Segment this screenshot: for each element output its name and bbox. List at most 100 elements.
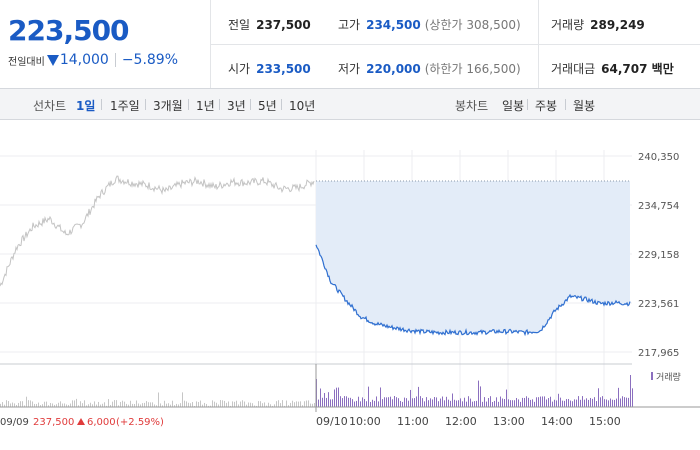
volume-bar: [192, 402, 193, 407]
volume-bar: [130, 400, 131, 407]
volume-bar: [500, 396, 501, 407]
stat-upper-limit: (상한가 308,500): [424, 18, 521, 32]
volume-bar: [26, 396, 27, 407]
volume-bar: [218, 404, 219, 407]
volume-bar: [258, 401, 259, 407]
volume-bar: [148, 402, 149, 407]
volume-bar: [210, 405, 211, 407]
stat-label: 전일: [228, 18, 251, 32]
volume-bar: [522, 397, 523, 407]
volume-bar: [200, 400, 201, 407]
change-label: 전일대비: [8, 56, 45, 68]
volume-bar: [66, 404, 67, 407]
volume-bar: [226, 402, 227, 407]
volume-bar: [446, 396, 447, 407]
tab-range-1w[interactable]: 1주일: [110, 99, 140, 113]
volume-bar: [394, 396, 395, 407]
volume-bar: [14, 403, 15, 407]
volume-bar: [628, 397, 629, 407]
volume-bar: [586, 398, 587, 407]
volume-bar: [12, 402, 13, 407]
volume-bar: [10, 403, 11, 407]
volume-bar: [184, 400, 185, 407]
volume-bar: [516, 397, 517, 407]
volume-bar: [388, 397, 389, 407]
volume-bar: [6, 400, 7, 407]
tab-range-5y[interactable]: 5년: [258, 99, 277, 113]
volume-bar: [542, 396, 543, 407]
tab-range-1d[interactable]: 1일: [76, 99, 96, 113]
volume-bar: [118, 405, 119, 407]
stat-value: 233,500: [256, 62, 311, 76]
volume-bar: [470, 398, 471, 407]
volume-bar: [442, 396, 443, 407]
volume-bar: [114, 400, 115, 407]
volume-bar: [146, 401, 147, 407]
volume-bar: [234, 401, 235, 407]
volume-bar: [398, 398, 399, 407]
volume-bar: [566, 399, 567, 407]
volume-bar: [286, 400, 287, 407]
volume-bar: [82, 403, 83, 407]
stat-label: 저가: [338, 62, 361, 76]
volume-bar: [168, 403, 169, 407]
volume-bar: [0, 403, 1, 407]
volume-bar: [198, 402, 199, 407]
tab-range-10y[interactable]: 10년: [289, 99, 316, 113]
tab-candle-monthly[interactable]: 월봉: [573, 99, 596, 113]
volume-bar: [18, 402, 19, 407]
volume-bar: [526, 396, 527, 407]
y-tick-label: 240,350: [638, 152, 679, 163]
volume-bar: [386, 397, 387, 407]
volume-bar: [576, 399, 577, 407]
volume-legend-label: 거래량: [656, 371, 681, 383]
volume-bar: [624, 397, 625, 407]
tab-divider: [145, 99, 146, 110]
volume-bar: [194, 405, 195, 407]
volume-bar: [418, 386, 419, 407]
volume-bar: [32, 401, 33, 407]
volume-bar: [178, 404, 179, 407]
volume-bar: [572, 401, 573, 407]
tab-divider: [250, 99, 251, 110]
volume-bar: [182, 392, 183, 407]
tab-candle-daily[interactable]: 일봉: [502, 99, 525, 113]
prev-day-close: 237,500: [33, 417, 74, 428]
volume-bar: [600, 397, 601, 407]
volume-bar: [222, 400, 223, 407]
tab-range-3y[interactable]: 3년: [227, 99, 246, 113]
tab-candle-weekly[interactable]: 주봉: [535, 99, 558, 113]
volume-bar: [556, 400, 557, 407]
volume-bar: [380, 387, 381, 407]
volume-bar: [322, 397, 323, 407]
prev-day-date: 09/09: [0, 417, 29, 428]
volume-bar: [438, 401, 439, 407]
volume-bar: [102, 403, 103, 407]
volume-bar: [590, 397, 591, 407]
volume-bar: [318, 399, 319, 407]
stats-col-divider: [538, 0, 539, 88]
stat-value: 234,500: [366, 18, 421, 32]
stat-lower-limit: (하한가 166,500): [424, 62, 521, 76]
volume-bar: [454, 399, 455, 407]
volume-bar: [58, 402, 59, 407]
tab-range-1y[interactable]: 1년: [196, 99, 215, 113]
volume-bar: [108, 399, 109, 407]
volume-bar: [204, 402, 205, 407]
volume-bar: [496, 397, 497, 407]
volume-bar: [230, 405, 231, 407]
volume-bar: [38, 402, 39, 407]
volume-bar: [592, 398, 593, 407]
volume-bar: [384, 397, 385, 407]
volume-bar: [574, 399, 575, 407]
current-price: 223,500: [8, 14, 130, 47]
volume-bar: [536, 397, 537, 407]
volume-bar: [404, 397, 405, 407]
volume-bar: [246, 404, 247, 407]
volume-bar: [458, 400, 459, 407]
chart-toolbar: 선차트 1일 1주일 3개월 1년 3년 5년 10년 봉차트 일봉 주봉 월봉: [0, 89, 700, 120]
stats-row-divider: [210, 44, 700, 45]
volume-bar: [254, 405, 255, 407]
tab-range-3m[interactable]: 3개월: [153, 99, 183, 113]
